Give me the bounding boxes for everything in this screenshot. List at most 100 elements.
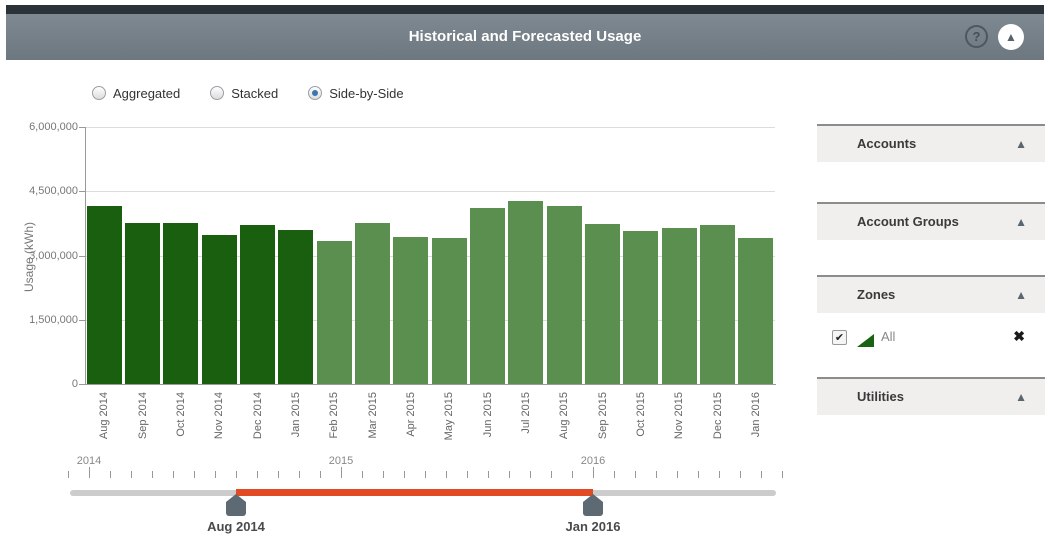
range-start-label: Aug 2014 bbox=[207, 519, 265, 534]
chart-bar-apr-2015[interactable] bbox=[393, 237, 429, 384]
zone-checkbox[interactable]: ✔ bbox=[832, 330, 847, 345]
month-tick bbox=[677, 471, 678, 478]
chart-bar-jun-2015[interactable] bbox=[469, 208, 506, 384]
x-axis-tick-label: Dec 2014 bbox=[251, 392, 264, 440]
help-icon[interactable]: ? bbox=[965, 25, 988, 48]
x-axis-tick-label: May 2015 bbox=[443, 392, 456, 441]
slider-handle-start[interactable] bbox=[226, 494, 246, 516]
x-axis-tick-label: Oct 2014 bbox=[174, 392, 187, 437]
panel-title: Utilities bbox=[857, 389, 904, 404]
month-tick bbox=[719, 471, 720, 478]
chart-bar-jan-2015[interactable] bbox=[278, 229, 314, 384]
chart-bar-jan-2016[interactable] bbox=[738, 238, 774, 384]
chart-bar-oct-2014[interactable] bbox=[163, 223, 199, 384]
radio-side-by-side[interactable]: Side-by-Side bbox=[308, 84, 404, 102]
month-tick bbox=[467, 471, 468, 478]
x-axis-tick-label: Nov 2015 bbox=[673, 392, 686, 440]
x-axis-tick-label: Aug 2015 bbox=[558, 392, 571, 440]
chart-bar-sep-2015[interactable] bbox=[584, 223, 621, 384]
month-tick bbox=[572, 471, 573, 478]
chart-bar-feb-2015[interactable] bbox=[316, 240, 352, 384]
y-axis-tick-label: 4,500,000 bbox=[29, 185, 78, 198]
month-tick bbox=[383, 471, 384, 478]
radio-aggregated[interactable]: Aggregated bbox=[92, 84, 180, 102]
panel-zones[interactable]: Zones ▲ bbox=[817, 275, 1045, 313]
year-tick bbox=[89, 467, 90, 478]
zone-item-all: ✔ All ✖ bbox=[817, 324, 1045, 354]
month-tick bbox=[614, 471, 615, 478]
month-tick bbox=[257, 471, 258, 478]
gridline bbox=[86, 319, 775, 321]
chart-bar-dec-2014[interactable] bbox=[239, 224, 276, 384]
month-tick bbox=[215, 471, 216, 478]
panel-accounts[interactable]: Accounts ▲ bbox=[817, 124, 1045, 162]
zone-series-color-icon bbox=[857, 334, 874, 347]
panel-title: Accounts bbox=[857, 136, 917, 151]
gridline bbox=[86, 255, 775, 257]
slider-selected-range[interactable] bbox=[236, 489, 593, 496]
chart-bar-aug-2015[interactable] bbox=[546, 206, 582, 384]
chart-bar-aug-2014[interactable] bbox=[86, 206, 122, 384]
handle-base bbox=[583, 502, 603, 516]
y-axis-line bbox=[85, 127, 86, 385]
radio-button-icon[interactable] bbox=[210, 86, 225, 100]
month-tick bbox=[488, 471, 489, 478]
panel-account-groups[interactable]: Account Groups ▲ bbox=[817, 202, 1045, 240]
year-tick bbox=[593, 467, 594, 478]
month-tick bbox=[152, 471, 153, 478]
panel-title: Account Groups bbox=[857, 214, 959, 229]
x-axis-tick-label: Oct 2015 bbox=[634, 392, 647, 437]
y-axis-tick bbox=[79, 191, 85, 193]
month-tick bbox=[362, 471, 363, 478]
radio-button-icon[interactable] bbox=[92, 86, 106, 100]
panel-title: Zones bbox=[857, 287, 896, 302]
handle-base bbox=[226, 502, 246, 516]
radio-stacked[interactable]: Stacked bbox=[210, 84, 278, 102]
radio-button-selected-icon[interactable] bbox=[308, 86, 323, 100]
chart-bar-may-2015[interactable] bbox=[431, 238, 467, 384]
month-tick bbox=[530, 471, 531, 478]
month-tick bbox=[110, 471, 111, 478]
x-axis-tick-label: Jun 2015 bbox=[481, 392, 494, 438]
month-tick bbox=[194, 471, 195, 478]
month-tick bbox=[404, 471, 405, 478]
x-axis-tick-label: Jan 2016 bbox=[749, 392, 762, 438]
month-tick bbox=[509, 471, 510, 478]
x-axis-tick-label: Mar 2015 bbox=[366, 392, 379, 439]
month-tick bbox=[740, 471, 741, 478]
x-axis-tick-label: Sep 2014 bbox=[136, 392, 149, 440]
collapse-widget-button[interactable]: ▲ bbox=[998, 24, 1024, 50]
month-tick bbox=[761, 471, 762, 478]
chart-bar-mar-2015[interactable] bbox=[354, 223, 391, 384]
x-axis-tick-label: Dec 2015 bbox=[711, 392, 724, 440]
x-axis-tick-label: Aug 2014 bbox=[98, 392, 111, 440]
chart-bar-oct-2015[interactable] bbox=[623, 230, 659, 384]
month-tick bbox=[131, 471, 132, 478]
collapse-arrow-icon[interactable]: ▲ bbox=[1015, 390, 1027, 404]
x-axis-tick-label: Feb 2015 bbox=[328, 392, 341, 439]
chart-bar-sep-2014[interactable] bbox=[124, 223, 161, 384]
chart-bar-jul-2015[interactable] bbox=[508, 201, 544, 384]
y-axis-tick bbox=[79, 319, 85, 321]
year-label: 2016 bbox=[580, 455, 606, 467]
page-title: Historical and Forecasted Usage bbox=[408, 28, 642, 45]
chart-bar-nov-2015[interactable] bbox=[661, 227, 697, 384]
x-axis-tick-label: Jul 2015 bbox=[519, 392, 532, 434]
year-label: 2015 bbox=[328, 455, 354, 467]
month-tick bbox=[320, 471, 321, 478]
panel-utilities[interactable]: Utilities ▲ bbox=[817, 377, 1045, 415]
y-axis-tick-label: 0 bbox=[71, 378, 78, 390]
collapse-arrow-icon[interactable]: ▲ bbox=[1015, 215, 1027, 229]
month-tick bbox=[236, 471, 237, 478]
chart-bar-dec-2015[interactable] bbox=[699, 224, 736, 384]
collapse-arrow-icon[interactable]: ▲ bbox=[1015, 288, 1027, 302]
collapse-arrow-icon[interactable]: ▲ bbox=[1015, 137, 1027, 151]
range-end-label: Jan 2016 bbox=[565, 519, 621, 534]
y-axis-tick-label: 3,000,000 bbox=[29, 249, 78, 262]
remove-zone-icon[interactable]: ✖ bbox=[1013, 328, 1025, 344]
month-tick bbox=[278, 471, 279, 478]
widget-header: Historical and Forecasted Usage ? ▲ bbox=[6, 14, 1044, 60]
slider-handle-end[interactable] bbox=[583, 494, 603, 516]
chart-bar-nov-2014[interactable] bbox=[201, 234, 237, 384]
